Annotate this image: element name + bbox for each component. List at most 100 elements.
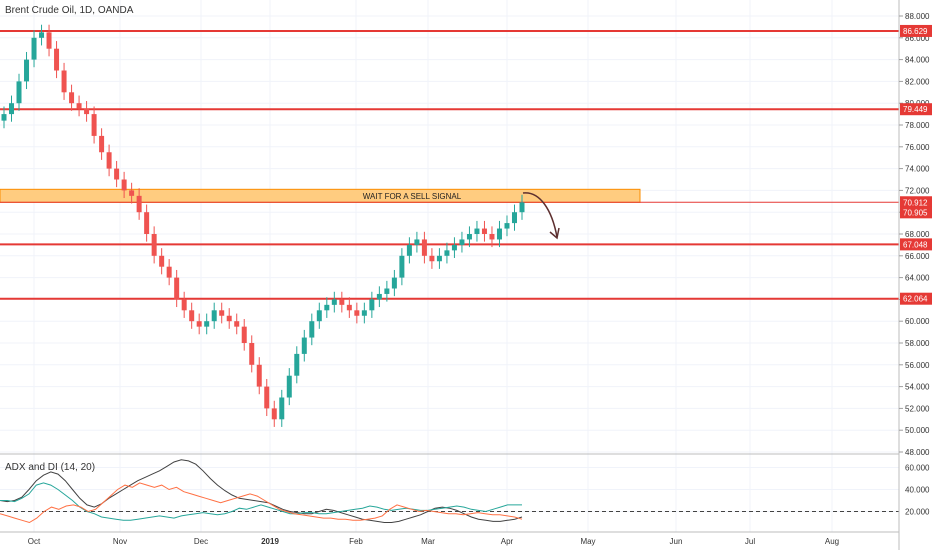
candle-body: [151, 234, 157, 256]
date-tick-label: Apr: [501, 537, 514, 546]
date-tick-label: Oct: [28, 537, 41, 546]
candle-body: [144, 212, 150, 234]
candle-body: [331, 299, 337, 305]
candle-body: [496, 228, 502, 240]
candle-body: [271, 408, 277, 420]
candle-body: [286, 375, 292, 398]
candle-body: [31, 37, 37, 60]
candle-body: [121, 179, 127, 191]
candle-body: [429, 255, 435, 262]
candle-body: [181, 299, 187, 311]
candle-body: [226, 315, 232, 322]
candle-body: [466, 234, 472, 240]
candle-body: [46, 32, 52, 49]
indicator-title: ADX and DI (14, 20): [5, 462, 95, 473]
candle-body: [84, 108, 90, 115]
price-tick-label: 50.000: [905, 426, 930, 435]
level-price-tag-bg: [900, 238, 932, 251]
level-price-tag: 62.064: [903, 295, 928, 304]
price-tick-label: 52.000: [905, 404, 930, 413]
zone-rect[interactable]: [0, 188, 641, 203]
candle-body: [39, 32, 45, 38]
price-tick-label: 66.000: [905, 252, 930, 261]
forecast-arrow[interactable]: [522, 192, 560, 240]
candle-body: [369, 299, 375, 311]
level-price-tag: 86.629: [903, 27, 928, 36]
horizontal-levels[interactable]: [0, 29, 899, 300]
price-tick-label: 76.000: [905, 143, 930, 152]
price-tick-label: 64.000: [905, 274, 930, 283]
candle-body: [406, 244, 412, 256]
candle-body: [459, 239, 465, 245]
di-minus-line: [0, 482, 523, 524]
sell-signal-zone[interactable]: WAIT FOR A SELL SIGNAL: [0, 188, 641, 203]
candle-body: [76, 103, 82, 109]
candle-body: [309, 321, 315, 338]
price-tick-label: 54.000: [905, 383, 930, 392]
date-tick-label: Feb: [349, 537, 363, 546]
candle-body: [339, 299, 345, 305]
close-price-tag-bg: [900, 206, 932, 219]
indicator-axis: 60.000 40.000 20.000: [905, 464, 930, 517]
date-tick-label: Mar: [421, 537, 435, 546]
candle-body: [61, 70, 67, 93]
candle-body: [166, 266, 172, 278]
candle-body: [196, 321, 202, 327]
candle-body: [234, 321, 240, 327]
candle-body: [136, 195, 142, 213]
indicator-tick-label: 40.000: [905, 486, 930, 495]
candle-body: [294, 353, 300, 376]
candlesticks: [1, 24, 525, 427]
zone-label: WAIT FOR A SELL SIGNAL: [363, 192, 462, 201]
candle-body: [354, 310, 360, 316]
candle-body: [376, 293, 382, 300]
candle-body: [106, 152, 112, 169]
candle-body: [414, 239, 420, 245]
candle-body: [444, 250, 450, 256]
candle-body: [54, 48, 60, 71]
candle-body: [489, 234, 495, 240]
level-price-tag: 79.449: [903, 105, 928, 114]
candle-body: [256, 364, 262, 387]
price-tick-label: 86.000: [905, 34, 930, 43]
indicator-tick-label: 20.000: [905, 508, 930, 517]
date-axis[interactable]: Oct Nov Dec 2019 Feb Mar Apr May Jun Jul Aug: [28, 537, 839, 546]
date-tick-label: May: [580, 537, 595, 546]
price-tick-label: 84.000: [905, 56, 930, 65]
price-tick-label: 82.000: [905, 77, 930, 86]
candle-body: [391, 277, 397, 289]
candle-body: [519, 202, 525, 213]
arrow-head[interactable]: [549, 227, 560, 240]
candle-body: [99, 135, 105, 153]
date-tick-label: Jul: [745, 537, 755, 546]
candle-body: [1, 114, 7, 121]
candle-body: [504, 223, 510, 229]
date-tick-label: Jun: [670, 537, 683, 546]
vertical-gridlines: [33, 0, 833, 532]
candle-body: [279, 397, 285, 420]
candle-body: [399, 255, 405, 278]
last-price-tag: 70.912: [903, 198, 928, 207]
candle-body: [16, 81, 22, 104]
adx-line: [0, 459, 523, 523]
level-price-tag-bg: [900, 24, 932, 37]
arrow-curve[interactable]: [522, 192, 558, 238]
price-tick-label: 88.000: [905, 12, 930, 21]
candle-body: [474, 228, 480, 234]
price-tick-label: 58.000: [905, 339, 930, 348]
di-plus-line: [0, 482, 522, 521]
candle-body: [9, 103, 15, 115]
candle-body: [174, 277, 180, 300]
candle-body: [24, 59, 30, 82]
price-tick-label: 60.000: [905, 317, 930, 326]
price-tick-label: 68.000: [905, 230, 930, 239]
candle-body: [69, 92, 75, 104]
candle-body: [204, 321, 210, 327]
candle-body: [219, 310, 225, 316]
candle-body: [129, 190, 135, 196]
candle-body: [511, 212, 517, 224]
candle-body: [301, 337, 307, 354]
candle-body: [211, 310, 217, 322]
